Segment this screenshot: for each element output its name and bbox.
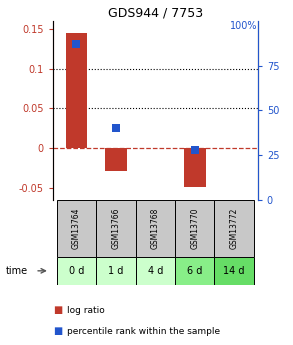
Text: GSM13772: GSM13772	[230, 208, 239, 249]
Text: ■: ■	[53, 326, 62, 336]
Text: log ratio: log ratio	[67, 306, 105, 315]
Text: percentile rank within the sample: percentile rank within the sample	[67, 327, 221, 336]
Bar	[105, 148, 127, 170]
Text: ■: ■	[53, 306, 62, 315]
Bar	[57, 257, 96, 285]
Bar	[96, 200, 136, 257]
Bar	[57, 200, 96, 257]
Text: 1 d: 1 d	[108, 266, 124, 276]
Text: GSM13768: GSM13768	[151, 208, 160, 249]
Text: 0 d: 0 d	[69, 266, 84, 276]
Bar	[214, 257, 254, 285]
Point	[74, 41, 79, 47]
Text: GSM13764: GSM13764	[72, 208, 81, 249]
Point	[113, 126, 118, 131]
Text: GSM13766: GSM13766	[111, 208, 120, 249]
Text: time: time	[6, 266, 28, 276]
Title: GDS944 / 7753: GDS944 / 7753	[108, 7, 203, 20]
Text: 14 d: 14 d	[224, 266, 245, 276]
Bar	[175, 257, 214, 285]
Point	[193, 147, 197, 152]
Bar	[136, 257, 175, 285]
Text: 6 d: 6 d	[187, 266, 202, 276]
Bar	[96, 257, 136, 285]
Bar	[184, 148, 206, 187]
Bar	[66, 33, 87, 148]
Bar	[175, 200, 214, 257]
Bar	[214, 200, 254, 257]
Bar	[136, 200, 175, 257]
Text: 4 d: 4 d	[148, 266, 163, 276]
Text: 100%: 100%	[230, 21, 258, 31]
Text: GSM13770: GSM13770	[190, 208, 199, 249]
